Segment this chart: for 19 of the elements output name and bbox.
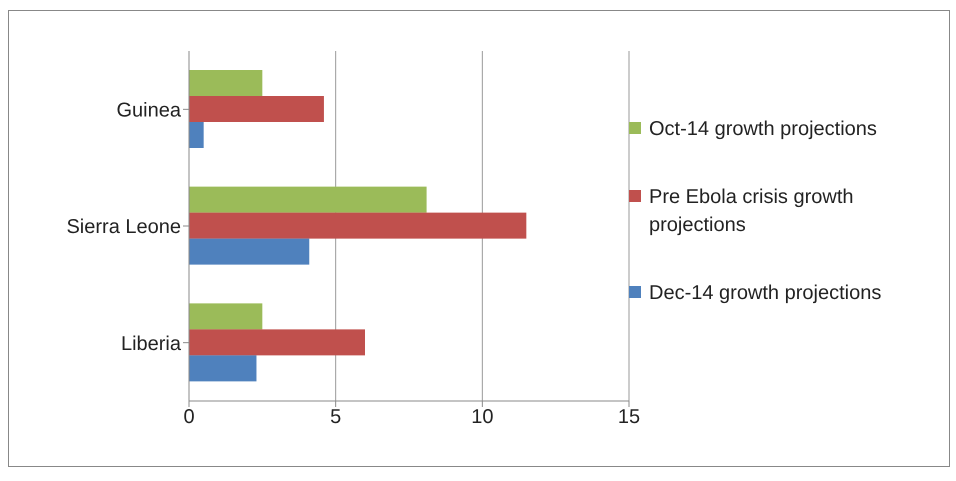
bar <box>189 96 324 122</box>
x-tick-label: 0 <box>183 406 195 428</box>
y-tick-label: Guinea <box>116 99 182 122</box>
bar <box>189 70 262 96</box>
x-tick-label: 10 <box>471 406 494 428</box>
bar <box>189 355 256 382</box>
legend-label: Pre Ebola crisis growth projections <box>649 185 855 238</box>
bar <box>189 212 526 239</box>
bar <box>189 329 365 356</box>
y-tick-label: Liberia <box>120 332 182 355</box>
bar <box>189 186 427 213</box>
legend-label: Dec-14 growth projections <box>649 281 882 306</box>
x-tick-label: 5 <box>330 406 342 428</box>
x-tick-label: 15 <box>618 406 640 428</box>
bar <box>189 122 204 148</box>
legend-label: Oct-14 growth projections <box>649 117 877 142</box>
bar <box>189 238 310 265</box>
y-tick-label: Sierra Leone <box>66 216 181 238</box>
bar <box>189 303 262 330</box>
